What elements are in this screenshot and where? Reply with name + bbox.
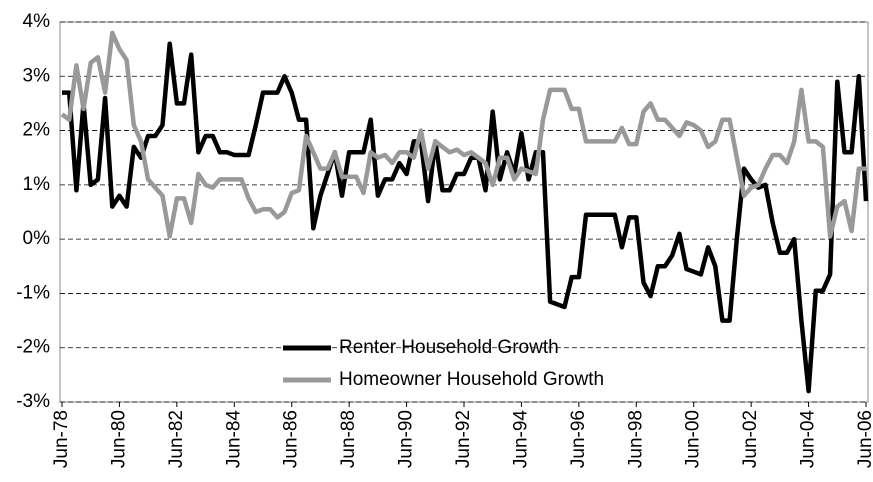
- legend-label: Renter Household Growth: [339, 337, 559, 358]
- y-tick-label: 4%: [23, 11, 51, 32]
- x-tick-label: Jun-92: [453, 410, 474, 468]
- x-tick-label: Jun-86: [281, 410, 302, 468]
- legend-label: Homeowner Household Growth: [339, 369, 604, 390]
- x-tick-label: Jun-96: [568, 410, 589, 468]
- x-tick-label: Jun-84: [223, 410, 244, 469]
- x-tick-label: Jun-02: [740, 410, 761, 468]
- x-tick-label: Jun-82: [166, 410, 187, 468]
- x-tick-label: Jun-88: [338, 410, 359, 468]
- y-tick-label: 2%: [23, 120, 51, 141]
- y-tick-label: -1%: [16, 282, 50, 303]
- y-tick-label: 3%: [23, 65, 51, 86]
- series-line: [62, 41, 869, 394]
- y-tick-label: -3%: [16, 391, 50, 412]
- x-tick-label: Jun-90: [396, 410, 417, 468]
- x-tick-label: Jun-80: [108, 410, 129, 468]
- x-tick-label: Jun-78: [51, 410, 72, 468]
- x-tick-label: Jun-00: [683, 410, 704, 468]
- series-line: [60, 30, 866, 239]
- y-tick-label: 1%: [23, 174, 51, 195]
- y-tick-label: 0%: [23, 228, 51, 249]
- x-tick-label: Jun-06: [855, 410, 873, 468]
- x-tick-label: Jun-04: [798, 410, 819, 469]
- y-tick-label: -2%: [16, 337, 50, 358]
- x-tick-label: Jun-98: [625, 410, 646, 468]
- x-tick-label: Jun-94: [510, 410, 531, 469]
